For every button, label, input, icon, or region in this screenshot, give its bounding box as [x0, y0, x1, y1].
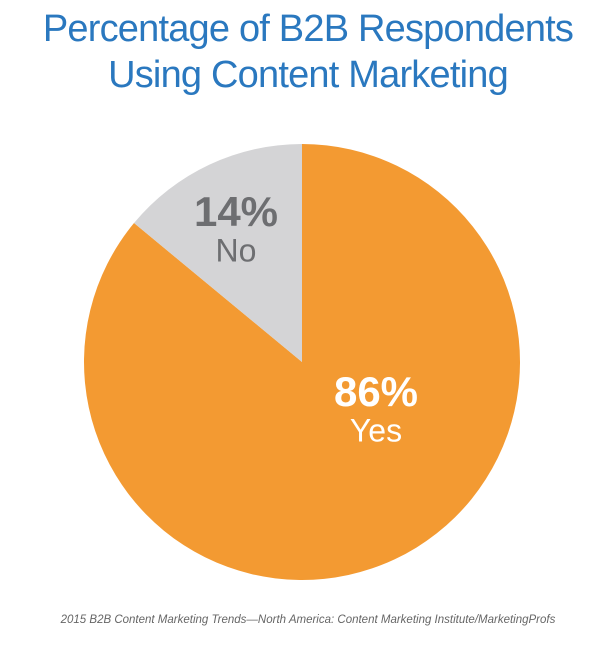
category-label: No — [216, 232, 257, 268]
value-label: 86% — [334, 368, 418, 415]
source-note: 2015 B2B Content Marketing Trends—North … — [60, 614, 556, 626]
chart-title: Percentage of B2B Respondents Using Cont… — [42, 8, 574, 96]
category-label: Yes — [350, 412, 402, 448]
value-label: 14% — [194, 188, 278, 235]
pie-slice — [134, 144, 302, 362]
pie-slice — [83, 144, 520, 581]
